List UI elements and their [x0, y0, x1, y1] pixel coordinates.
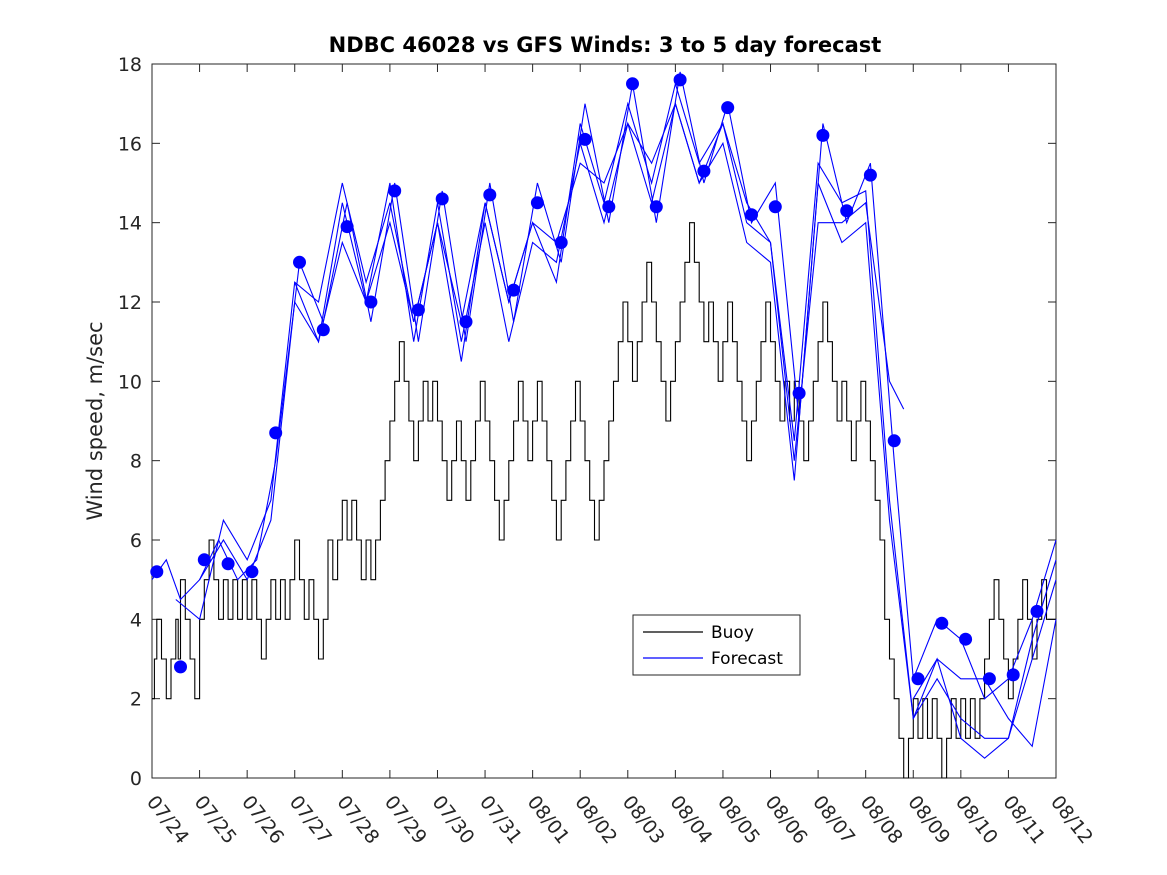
forecast-marker — [911, 672, 925, 686]
legend-label-forecast: Forecast — [711, 649, 783, 669]
forecast-marker — [673, 73, 687, 87]
forecast-marker — [697, 164, 711, 178]
forecast-marker — [483, 188, 497, 202]
buoy-series-line — [152, 222, 1056, 779]
forecast-marker — [816, 128, 830, 142]
forecast-marker — [459, 315, 473, 329]
forecast-marker — [626, 77, 639, 91]
y-axis-label: Wind speed, m/sec — [83, 321, 107, 520]
forecast-run-line-3 — [294, 102, 905, 461]
forecast-run-line-0 — [151, 71, 1057, 700]
legend-label-buoy: Buoy — [711, 623, 754, 643]
forecast-marker — [245, 565, 259, 579]
series-layer — [150, 71, 1057, 779]
y-tick-label: 16 — [118, 133, 142, 155]
forecast-marker — [388, 184, 402, 198]
forecast-marker — [269, 426, 283, 440]
y-tick-label: 2 — [130, 689, 142, 711]
forecast-marker — [174, 660, 187, 674]
forecast-marker — [1006, 668, 1020, 682]
legend: Buoy Forecast — [632, 614, 801, 676]
y-tick-label: 0 — [130, 768, 142, 790]
forecast-marker — [435, 192, 449, 206]
forecast-marker — [578, 132, 592, 146]
forecast-marker — [340, 220, 354, 234]
legend-box — [632, 614, 801, 676]
forecast-marker — [792, 386, 806, 400]
forecast-marker — [649, 200, 663, 214]
forecast-marker — [364, 295, 378, 309]
forecast-marker — [150, 565, 164, 579]
forecast-marker — [602, 200, 616, 214]
forecast-marker — [554, 236, 568, 249]
forecast-marker — [935, 616, 949, 630]
forecast-marker — [316, 323, 330, 337]
y-tick-label: 12 — [118, 292, 142, 314]
forecast-marker — [721, 101, 735, 115]
forecast-marker — [982, 672, 996, 686]
forecast-marker — [745, 208, 758, 222]
forecast-marker — [959, 632, 973, 646]
y-tick-label: 8 — [130, 451, 142, 473]
y-tick-label: 6 — [130, 530, 142, 552]
forecast-marker — [530, 196, 544, 210]
forecast-marker — [1030, 604, 1044, 618]
forecast-marker — [293, 255, 306, 269]
y-tick-label: 10 — [118, 371, 142, 393]
y-axis: 0 2 4 6 8 10 12 14 16 18 — [118, 54, 1056, 790]
y-tick-label: 4 — [130, 609, 142, 631]
chart-title: NDBC 46028 vs GFS Winds: 3 to 5 day fore… — [329, 33, 882, 57]
forecast-marker — [863, 168, 877, 182]
y-tick-label: 18 — [118, 54, 142, 76]
forecast-marker — [887, 434, 901, 448]
forecast-marker — [768, 200, 782, 214]
y-tick-label: 14 — [118, 213, 142, 235]
forecast-marker — [197, 553, 211, 567]
forecast-marker — [411, 303, 425, 317]
forecast-marker — [221, 557, 235, 571]
forecast-marker — [507, 283, 521, 297]
plot-area — [151, 63, 1057, 779]
forecast-marker — [840, 204, 854, 218]
